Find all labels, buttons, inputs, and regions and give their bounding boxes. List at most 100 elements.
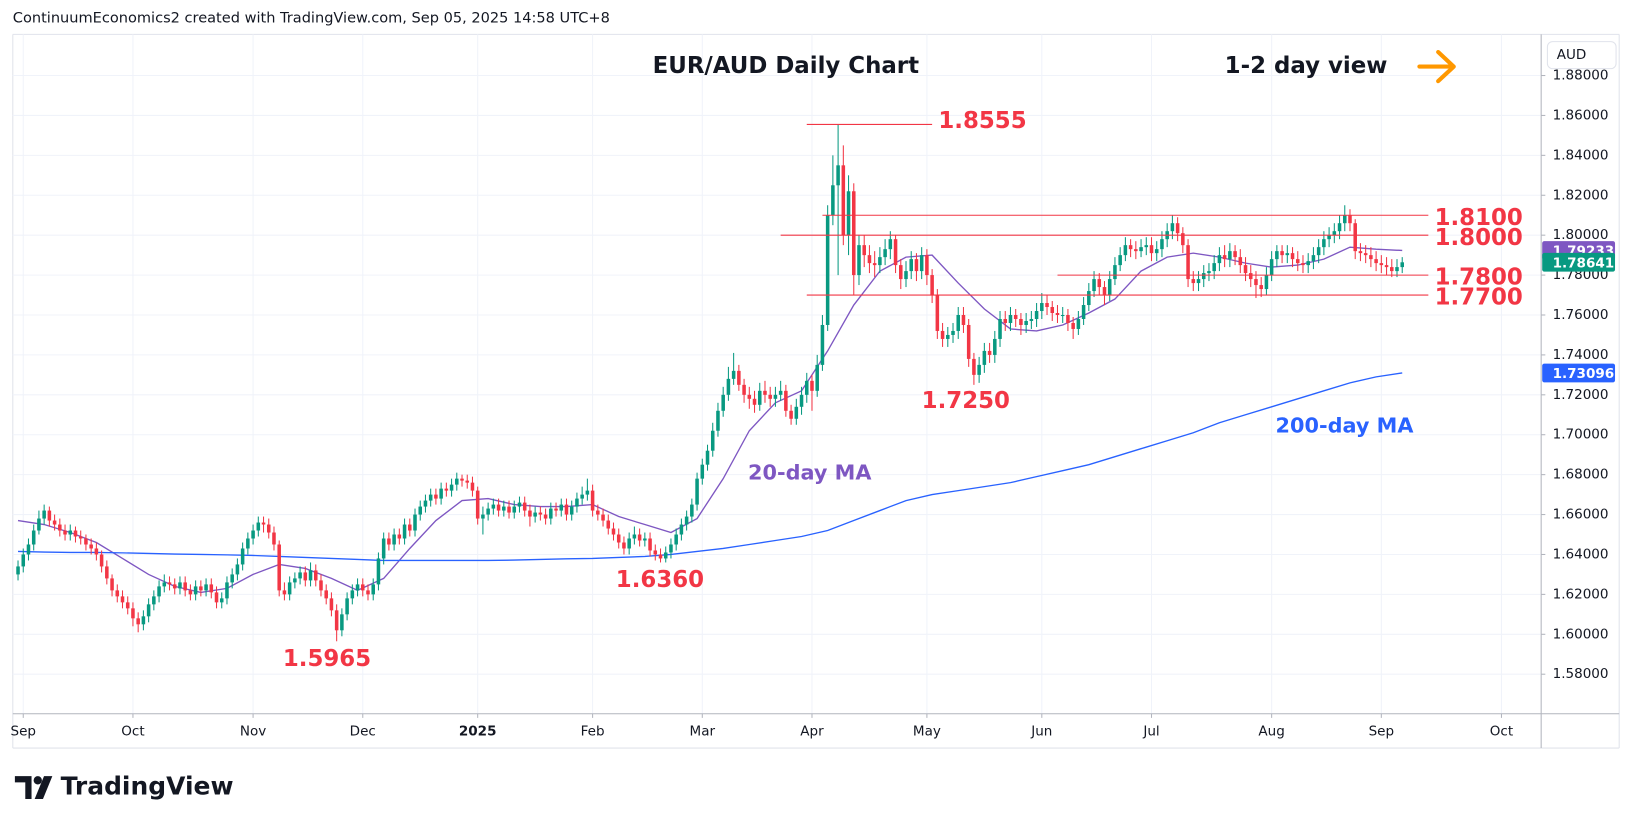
candle-body — [261, 522, 266, 525]
candle-body — [319, 580, 323, 591]
candle-body — [225, 582, 229, 599]
logo-part — [14, 776, 32, 800]
y-tick-label: 1.62000 — [1553, 586, 1609, 602]
candle-body — [1071, 322, 1075, 329]
x-tick-label: Sep — [1369, 723, 1394, 739]
candle-body — [883, 249, 887, 258]
candle-body — [449, 484, 454, 491]
candle-body — [52, 520, 57, 525]
candle-body — [930, 275, 934, 296]
candle-body — [204, 584, 208, 591]
candle-body — [1363, 253, 1368, 256]
candle-body — [78, 536, 83, 539]
candle-body — [266, 524, 271, 533]
candle-body — [637, 534, 642, 541]
candle-body — [1207, 271, 1211, 274]
y-tick-label: 1.80000 — [1553, 227, 1609, 243]
candle-body — [768, 394, 772, 399]
candle-body — [120, 596, 125, 603]
candle-body — [1113, 265, 1117, 280]
candle-body — [1045, 303, 1049, 308]
y-tick-label: 1.76000 — [1553, 307, 1609, 323]
x-tick-label: Feb — [581, 723, 605, 739]
x-tick-label: Dec — [350, 723, 376, 739]
candle-body — [904, 271, 908, 280]
candle-body — [246, 538, 250, 549]
candle-body — [1066, 314, 1070, 323]
candle-body — [486, 508, 490, 515]
candle-body — [1107, 279, 1112, 296]
candle-body — [313, 570, 318, 581]
candle-body — [303, 572, 308, 581]
brand-name: TradingView — [61, 772, 234, 801]
candle-body — [1358, 251, 1363, 254]
candle-body — [491, 504, 496, 509]
moving-average-line — [17, 246, 1403, 594]
candle-body — [1092, 279, 1096, 292]
candle-body — [1222, 255, 1227, 260]
candle-body — [925, 255, 929, 276]
candle-body — [695, 478, 699, 505]
y-tick-label: 1.84000 — [1553, 147, 1609, 163]
logo-part — [34, 776, 53, 800]
candle-body — [1139, 247, 1143, 252]
y-tick-label: 1.60000 — [1553, 626, 1609, 642]
candle-body — [632, 534, 637, 539]
plot-area — [16, 123, 1429, 642]
candle-body — [1332, 231, 1337, 236]
y-tick-label: 1.72000 — [1553, 387, 1609, 403]
candle-body — [1280, 251, 1284, 256]
candle-body — [94, 548, 99, 555]
candle-body — [1400, 262, 1404, 268]
candle-body — [1379, 263, 1384, 266]
brand-logo: TradingView — [14, 772, 234, 801]
candle-body — [658, 554, 663, 559]
candle-body — [1050, 307, 1055, 314]
candle-body — [444, 488, 449, 491]
candle-body — [982, 350, 987, 365]
series-label: 200-day MA — [1276, 414, 1414, 438]
candle-body — [455, 478, 459, 485]
candle-body — [99, 554, 104, 567]
candle-body — [350, 590, 355, 599]
candle-body — [648, 538, 652, 551]
level-label: 1.8000 — [1435, 225, 1523, 251]
candle-body — [606, 520, 611, 529]
candle-body — [376, 558, 381, 585]
candle-body — [1034, 311, 1039, 319]
candle-body — [528, 510, 532, 517]
candle-body — [1196, 279, 1201, 284]
candle-body — [1243, 265, 1248, 274]
candle-body — [329, 598, 334, 611]
candle-body — [141, 616, 146, 625]
view-arrow — [1417, 49, 1456, 84]
candle-body — [219, 598, 224, 603]
candle-body — [230, 574, 234, 583]
candle-body — [282, 590, 287, 595]
candle-body — [110, 578, 114, 591]
candle-body — [434, 494, 438, 499]
x-tick-label: Aug — [1258, 723, 1284, 739]
candle-body — [773, 394, 778, 399]
candle-body — [392, 534, 396, 545]
candle-body — [439, 488, 443, 499]
candle-body — [951, 330, 955, 335]
chart-title: EUR/AUD Daily Chart — [653, 53, 919, 79]
candle-body — [872, 263, 877, 266]
candle-body — [1233, 251, 1237, 258]
moving-average-line — [18, 372, 1403, 562]
candle-body — [413, 514, 417, 531]
candle-body — [914, 259, 919, 272]
candle-body — [408, 524, 412, 531]
candle-body — [115, 590, 120, 597]
candle-body — [533, 512, 537, 517]
frame — [12, 33, 1620, 749]
x-tick-label: Jul — [1142, 723, 1159, 739]
candle-body — [836, 165, 840, 186]
candle-body — [298, 572, 302, 579]
candle-body — [136, 618, 140, 625]
candle-body — [596, 510, 600, 515]
candle-body — [726, 378, 731, 395]
